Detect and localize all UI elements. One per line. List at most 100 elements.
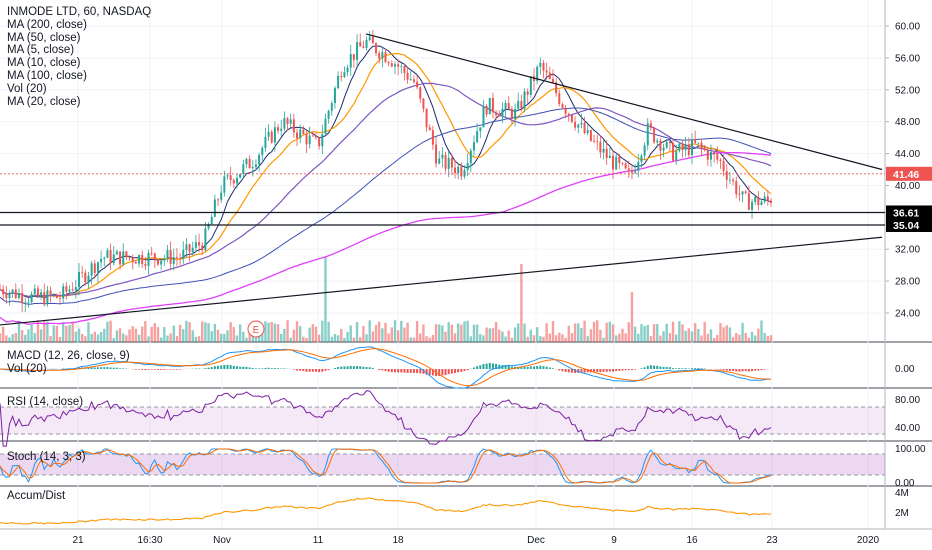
candle-body [435,144,438,164]
macd-histogram-bar [744,369,747,372]
volume-bar [118,328,122,342]
volume-bar [501,331,504,342]
candle-body [305,133,308,145]
volume-bar [513,327,517,342]
volume-bar [643,326,646,342]
price-tag-label: 36.61 [893,207,919,219]
volume-bar [526,336,529,342]
volume-bar [463,321,466,342]
candle-body [100,258,103,263]
rsi-line [0,390,772,447]
macd-histogram-bar [561,369,564,372]
candle-body [153,253,156,260]
volume-bar [226,330,229,342]
macd-histogram-bar [248,367,251,369]
macd-histogram-bar [27,369,30,370]
volume-bar [87,322,90,342]
volume-bar [510,337,514,342]
candle-body [223,176,226,193]
candle-body [574,121,577,128]
macd-histogram-bar [526,366,529,369]
macd-histogram-bar [409,369,412,373]
candle-body [273,127,276,143]
candle-body [138,255,141,264]
macd-histogram-bar [109,367,112,369]
candle-body [55,294,58,298]
price-tag [886,166,932,181]
macd-histogram-bar [754,369,757,371]
macd-histogram-bar [441,369,444,376]
macd-histogram-bar [277,368,280,369]
candle-body [485,106,488,115]
volume-bar [232,327,236,342]
volume-bar [314,326,318,342]
macd-histogram-bar [160,369,163,370]
macd-histogram-bar [630,369,633,370]
candle-body [106,250,109,258]
candle-body [52,294,55,296]
volume-bar [611,324,615,342]
candle-body [112,254,115,264]
volume-bar [504,336,507,342]
macd-histogram-bar [643,367,646,369]
volume-bar [479,334,482,342]
candle-body [5,294,8,299]
macd-histogram-bar [719,369,722,370]
volume-bar [475,324,479,342]
volume-bar [681,324,684,342]
macd-histogram-bar [229,365,232,369]
candle-body [232,179,235,184]
macd-histogram-bar [615,369,618,372]
candle-body [84,272,87,283]
candle-body [261,148,264,155]
candle-body [141,255,144,265]
volume-bar [561,334,564,342]
volume-bar [33,333,36,342]
y-tick-label: 48.00 [895,117,920,128]
macd-histogram-bar [324,369,327,371]
macd-histogram-bar [318,369,321,373]
candle-body [324,118,327,134]
volume-bar [693,323,697,342]
ma-50-line [0,82,772,297]
candle-body [365,40,368,48]
macd-histogram-bar [223,364,226,369]
volume-bars [0,257,773,342]
macd-histogram-bar [672,368,675,369]
candle-body [457,166,460,173]
macd-histogram-bar [153,369,156,370]
volume-bar [520,264,523,342]
macd-histogram-bar [343,366,346,369]
macd-histogram-bar [425,369,428,375]
candle-body [362,46,365,48]
volume-bar [517,323,520,342]
macd-histogram-bar [545,366,548,369]
volume-bar [763,332,766,342]
macd-histogram-bar [387,369,390,372]
volume-bar [216,329,220,342]
earnings-marker-label: E [253,325,260,336]
volume-bar [147,336,150,342]
volume-bar [182,329,185,342]
candle-body [605,148,608,159]
volume-bar [106,321,109,342]
volume-bar [447,322,450,342]
candle-body [523,91,526,109]
macd-histogram-bar [580,369,583,373]
volume-bar [264,321,267,342]
macd-histogram-bar [96,367,99,369]
candle-body [488,97,491,115]
candle-body [235,177,238,184]
candle-body [337,75,340,89]
volume-bar [728,327,732,342]
volume-bar [618,333,621,342]
volume-bar [340,328,343,342]
candle-body [400,66,403,67]
volume-bar [507,330,510,342]
candle-body [517,101,520,109]
macd-histogram-bar [308,369,311,372]
macd-histogram-bar [169,369,172,370]
candle-body [109,250,112,264]
candle-body [668,141,671,144]
